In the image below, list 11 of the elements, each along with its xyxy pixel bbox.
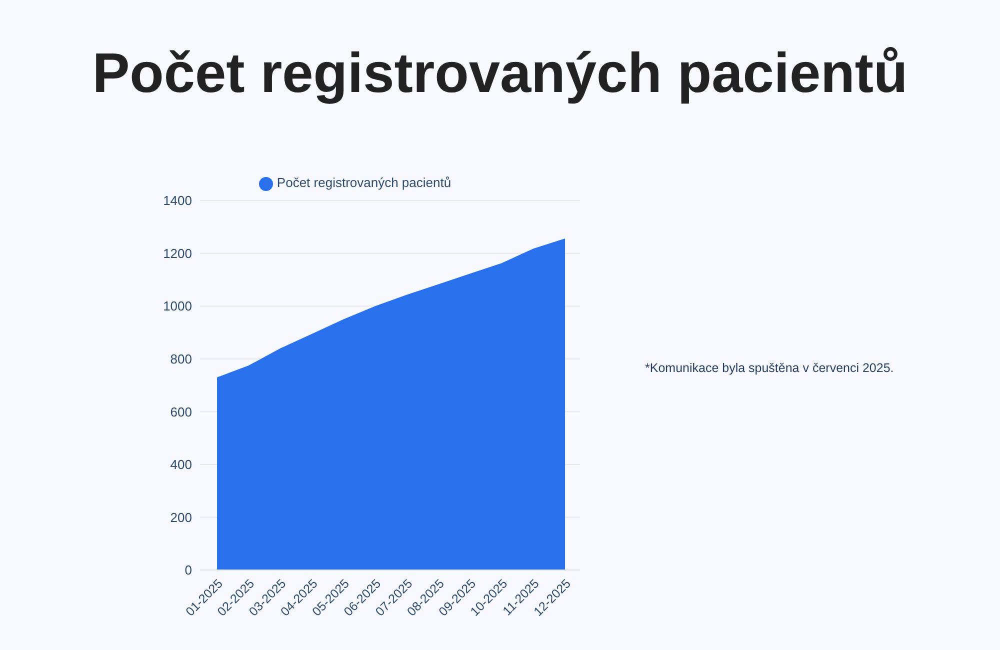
legend-label: Počet registrovaných pacientů	[276, 175, 452, 190]
y-tick-label: 1400	[163, 193, 192, 208]
y-tick-label: 800	[170, 352, 192, 367]
y-tick-label: 600	[170, 404, 192, 420]
y-tick-label: 0	[184, 562, 192, 578]
y-tick-label: 1000	[163, 298, 192, 314]
y-tick-label: 200	[170, 510, 192, 525]
y-tick-label: 400	[170, 457, 192, 472]
text: *Komunikace byla spuštěna v červenci 2025.	[645, 361, 894, 375]
y-tick-label: 1200	[163, 246, 192, 261]
chart-title: Počet registrovaných pacientů	[91, 40, 909, 105]
